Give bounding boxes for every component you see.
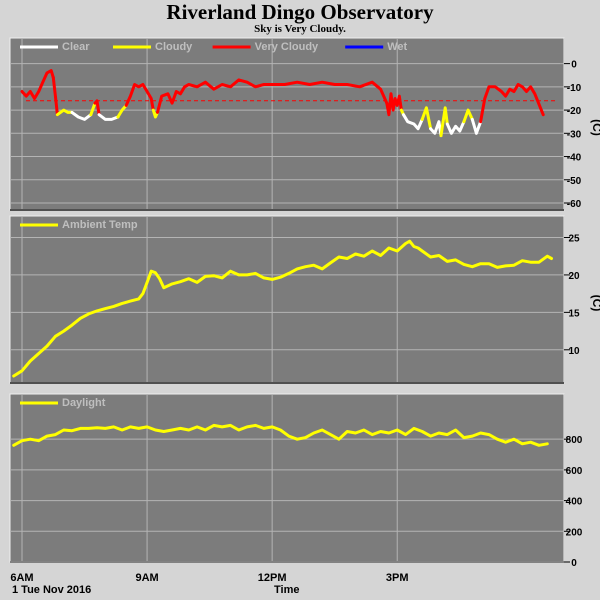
panel-background xyxy=(9,37,565,211)
y-tick-label: -30 xyxy=(567,129,582,140)
y-tick-label: 25 xyxy=(568,233,580,244)
y-tick-label: 800 xyxy=(566,435,583,446)
series-line-sky-11 xyxy=(385,92,403,117)
x-tick-label: 3PM xyxy=(386,572,409,584)
series-line-sky-1 xyxy=(51,76,59,117)
date-label: 1 Tue Nov 2016 xyxy=(12,584,92,596)
series-line-sky-18 xyxy=(462,108,474,124)
series-line-sky-15 xyxy=(429,120,443,138)
sky-status-subtitle: Sky is Very Cloudy. xyxy=(254,23,346,35)
panel-ambient: 10 15 20 25 (C) Ambient Temp xyxy=(9,215,600,384)
series-line-sky-8 xyxy=(124,83,155,112)
series-line-sky-3 xyxy=(70,110,93,121)
series-line-sky-14 xyxy=(420,106,433,131)
series-line-sky-16 xyxy=(439,106,449,138)
x-axis-ticks: 6AM 9AM 12PM 3PM xyxy=(10,572,408,584)
y-axis-area xyxy=(564,394,600,562)
series-line-sky-13 xyxy=(402,113,424,131)
legend-label: Very Cloudy xyxy=(255,41,319,53)
series-line-sky-17 xyxy=(445,120,466,135)
series-line-sky-20 xyxy=(479,83,545,124)
y-tick-label: -40 xyxy=(567,153,582,164)
legend-label: Ambient Temp xyxy=(62,219,138,231)
series-line-sky-6 xyxy=(97,113,120,121)
y-tick-label: -60 xyxy=(567,199,582,210)
y-tick-label: 400 xyxy=(566,497,583,508)
y-axis-area xyxy=(564,38,600,210)
series-line-sky-4 xyxy=(89,101,97,117)
legend-label: Daylight xyxy=(62,397,106,409)
panel-background xyxy=(9,215,565,384)
y-tick-label: -50 xyxy=(567,176,582,187)
panel-sky: 0 -10 -20 -30 -40 -50 -60 (C) Clear Cloudy Very Cl… xyxy=(9,37,600,211)
series-line-sky-5 xyxy=(93,99,101,117)
x-tick-label: 9AM xyxy=(135,572,158,584)
series-line-sky-9 xyxy=(151,108,159,119)
series-line-ambient-0 xyxy=(12,239,553,378)
y-axis-unit: (C) xyxy=(590,295,600,312)
series-line-daylight-0 xyxy=(12,423,549,447)
y-axis-unit: (C) xyxy=(590,119,600,136)
y-tick-label: 0 xyxy=(571,60,577,71)
y-tick-label: 200 xyxy=(566,527,583,538)
panel-daylight: 0 200 400 600 800 Daylight xyxy=(9,393,600,569)
y-tick-label: 10 xyxy=(568,346,580,357)
x-axis-label: Time xyxy=(274,584,300,596)
y-tick-label: 600 xyxy=(566,466,583,477)
legend-label: Cloudy xyxy=(155,41,193,53)
y-axis-area xyxy=(564,216,600,383)
x-tick-label: 6AM xyxy=(10,572,33,584)
series-line-sky-7 xyxy=(116,103,128,119)
panel-background xyxy=(9,393,565,563)
y-tick-label: 15 xyxy=(568,308,580,319)
y-tick-label: 20 xyxy=(568,271,580,282)
y-tick-label: -20 xyxy=(567,106,582,117)
panels: 0 -10 -20 -30 -40 -50 -60 (C) Clear Cloudy Very Cl… xyxy=(9,37,600,584)
legend-label: Clear xyxy=(62,41,90,53)
chart-title: Riverland Dingo Observatory xyxy=(166,0,434,24)
series-line-sky-19 xyxy=(470,117,483,135)
series-line-sky-10 xyxy=(156,78,389,114)
y-tick-label: -10 xyxy=(567,83,582,94)
series-line-sky-2 xyxy=(55,108,74,117)
legend-label: Wet xyxy=(387,41,407,53)
x-tick-label: 12PM xyxy=(258,572,287,584)
series-line-sky-0 xyxy=(20,69,55,100)
y-tick-label: 0 xyxy=(571,558,577,569)
